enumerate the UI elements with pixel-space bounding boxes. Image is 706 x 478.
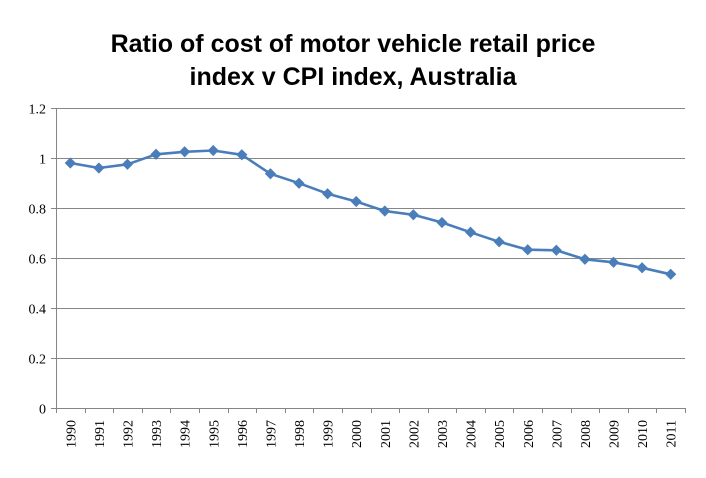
y-tick-label: 1 — [39, 153, 46, 168]
data-point-marker — [407, 209, 419, 221]
y-tick-label: 0.4 — [29, 303, 47, 318]
x-tick-label: 2004 — [465, 420, 480, 448]
data-point-marker — [350, 195, 362, 208]
x-tick-label: 1993 — [150, 420, 165, 448]
data-point-marker — [207, 144, 219, 157]
data-point-marker — [465, 226, 477, 238]
x-tick-label: 1997 — [264, 420, 279, 448]
data-point-marker — [264, 168, 276, 180]
series-line — [70, 149, 671, 276]
data-point-marker — [636, 262, 648, 274]
chart-title-line-1: Ratio of cost of motor vehicle retail pr… — [111, 30, 596, 58]
x-tick-label: 2005 — [493, 420, 508, 448]
x-tick-label: 2006 — [522, 420, 537, 448]
data-point-marker — [436, 216, 448, 229]
x-tick-label: 1995 — [207, 420, 222, 448]
y-tick-label: 0.2 — [29, 353, 47, 368]
data-series — [64, 144, 677, 280]
data-point-marker — [379, 205, 391, 217]
x-tick-label: 2011 — [665, 420, 680, 447]
data-point-marker — [607, 256, 620, 268]
y-tick-label: 0 — [39, 403, 46, 418]
data-point-marker — [93, 162, 105, 174]
x-tick-label: 2010 — [636, 420, 651, 448]
data-point-marker — [179, 146, 191, 158]
data-point-marker — [293, 177, 305, 189]
data-point-marker — [522, 244, 534, 256]
x-tick-label: 1991 — [93, 420, 108, 448]
data-point-marker — [493, 236, 505, 248]
x-tick-label: 2001 — [379, 420, 394, 448]
y-axis: 0 0.2 0.4 0.6 0.8 1 1.2 — [29, 103, 57, 418]
data-point-marker — [665, 268, 677, 280]
data-point-marker — [236, 149, 248, 161]
x-tick-label: 1994 — [179, 420, 194, 448]
x-tick-label: 1992 — [121, 420, 136, 448]
x-tick-label: 2002 — [407, 420, 422, 448]
data-point-marker — [579, 253, 591, 265]
y-tick-label: 0.6 — [29, 253, 47, 268]
x-tick-label: 2003 — [436, 420, 451, 448]
x-tick-label: 1996 — [236, 420, 251, 448]
data-point-marker — [150, 148, 162, 160]
x-tick-label: 1999 — [322, 420, 337, 448]
gridlines — [56, 108, 685, 359]
data-point-marker — [322, 188, 334, 200]
y-tick-label: 1.2 — [29, 103, 47, 118]
x-tick-label: 2000 — [350, 420, 365, 448]
x-axis: 1990 1991 1992 1993 1994 1995 1996 1997 1998 1999… — [56, 408, 686, 448]
data-point-marker — [550, 244, 562, 256]
chart-title-line-2: index v CPI index, Australia — [190, 63, 518, 91]
y-tick-label: 0.8 — [29, 203, 47, 218]
x-tick-label: 2009 — [608, 420, 623, 448]
x-tick-label: 1990 — [64, 420, 79, 448]
x-tick-label: 1998 — [293, 420, 308, 448]
data-point-marker — [121, 158, 134, 170]
x-tick-label: 2007 — [550, 420, 565, 448]
data-point-marker — [64, 157, 76, 169]
x-tick-label: 2008 — [579, 420, 594, 448]
chart-title: Ratio of cost of motor vehicle retail pr… — [111, 30, 596, 91]
